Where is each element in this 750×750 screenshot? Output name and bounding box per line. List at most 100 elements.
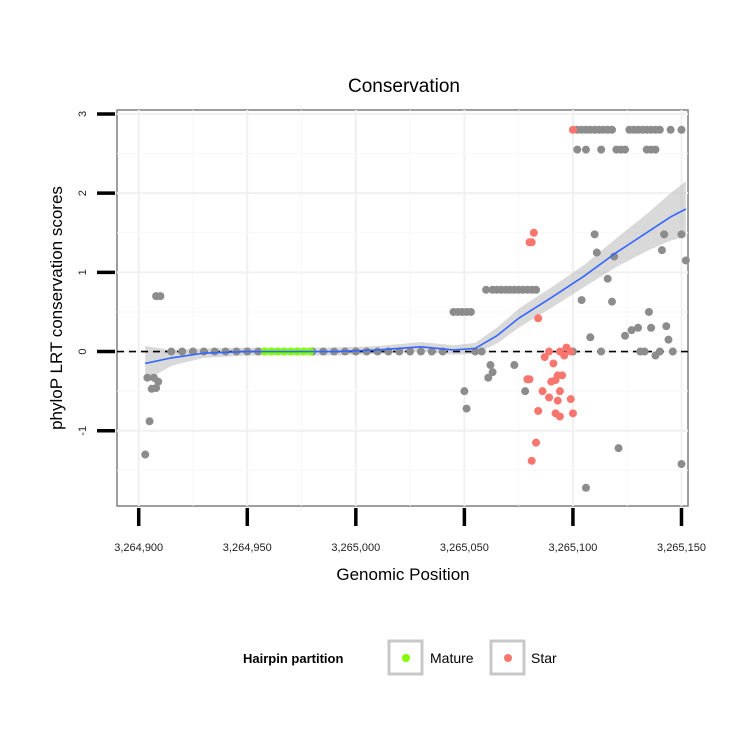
point-other [677, 230, 686, 239]
point-other [608, 125, 617, 134]
y-tick-label: 3 [77, 111, 89, 117]
point-other [188, 347, 197, 356]
point-other [657, 246, 666, 255]
point-other [647, 323, 656, 332]
point-star [555, 387, 564, 396]
point-other [677, 460, 686, 469]
point-other [577, 296, 586, 305]
point-other [477, 347, 486, 356]
x-tick-label: 3,265,150 [657, 542, 706, 554]
point-other [662, 322, 671, 331]
point-star [555, 412, 564, 421]
point-other [486, 361, 495, 370]
point-other [590, 230, 599, 239]
point-other [373, 347, 382, 356]
point-other [362, 347, 371, 356]
point-star [558, 371, 567, 380]
point-other [395, 347, 404, 356]
point-other [141, 450, 150, 459]
point-star [568, 125, 577, 134]
point-star [532, 438, 541, 447]
legend-entry-star: Star [489, 639, 557, 676]
point-other [681, 256, 690, 265]
y-tick-label: 2 [77, 190, 89, 196]
legend: Hairpin partition Mature Star [243, 639, 557, 676]
legend-key-star [489, 639, 526, 676]
point-other [573, 145, 582, 154]
point-star [560, 351, 569, 360]
point-other [610, 252, 619, 261]
point-other [416, 347, 425, 356]
y-axis: -1 0 1 2 3 [77, 111, 115, 436]
chart-title: Conservation [348, 76, 460, 97]
point-other [592, 248, 601, 257]
point-star [534, 406, 543, 415]
point-other [597, 347, 606, 356]
point-other [677, 125, 686, 134]
point-star [545, 393, 554, 402]
point-other [655, 347, 664, 356]
point-star [553, 396, 562, 405]
point-star [529, 228, 538, 237]
point-other [152, 383, 161, 392]
y-axis-title: phyloP LRT conservation scores [47, 186, 66, 430]
point-other [406, 347, 415, 356]
y-tick-label: 1 [77, 269, 89, 275]
point-star [551, 376, 560, 385]
point-other [603, 274, 612, 283]
point-other [608, 297, 617, 306]
point-star [549, 359, 558, 368]
point-other [154, 377, 163, 386]
point-other [143, 373, 152, 382]
point-other [521, 387, 530, 396]
legend-title: Hairpin partition [243, 651, 343, 666]
data-points [141, 125, 690, 492]
legend-dot-star [504, 654, 512, 662]
legend-entry-mature: Mature [387, 639, 474, 676]
point-star [538, 387, 547, 396]
point-other [664, 335, 673, 344]
point-other [484, 373, 493, 382]
point-other [668, 347, 677, 356]
point-other [145, 417, 154, 426]
legend-label-mature: Mature [430, 650, 474, 666]
point-other [655, 125, 664, 134]
point-other [167, 347, 176, 356]
point-other [427, 347, 436, 356]
point-other [178, 347, 187, 356]
y-tick-label: 0 [77, 348, 89, 354]
point-star [566, 347, 575, 356]
legend-label-star: Star [531, 650, 557, 666]
x-axis-title: Genomic Position [336, 565, 469, 584]
point-other [586, 333, 595, 342]
point-other [621, 331, 630, 340]
point-other [644, 307, 653, 316]
point-other [640, 347, 649, 356]
point-star [545, 347, 554, 356]
point-other [210, 347, 219, 356]
point-other [597, 145, 606, 154]
legend-dot-mature [402, 654, 410, 662]
x-axis: 3,264,900 3,264,950 3,265,000 3,265,050 3,26… [114, 508, 706, 554]
point-other [666, 125, 675, 134]
point-other [621, 145, 630, 154]
point-other [634, 323, 643, 332]
point-other [488, 368, 497, 377]
point-star [527, 456, 536, 465]
smooth-line [145, 208, 687, 365]
point-star [527, 238, 536, 247]
point-other [460, 387, 469, 396]
point-other [482, 285, 491, 294]
plot-panel [116, 109, 689, 507]
x-tick-label: 3,265,050 [440, 542, 489, 554]
point-star [566, 395, 575, 404]
point-star [568, 409, 577, 418]
point-other [156, 292, 165, 301]
point-other [471, 347, 480, 356]
x-tick-label: 3,264,900 [114, 542, 163, 554]
point-other [660, 230, 669, 239]
x-tick-label: 3,265,100 [548, 542, 597, 554]
point-star [540, 353, 549, 362]
point-other [510, 361, 519, 370]
